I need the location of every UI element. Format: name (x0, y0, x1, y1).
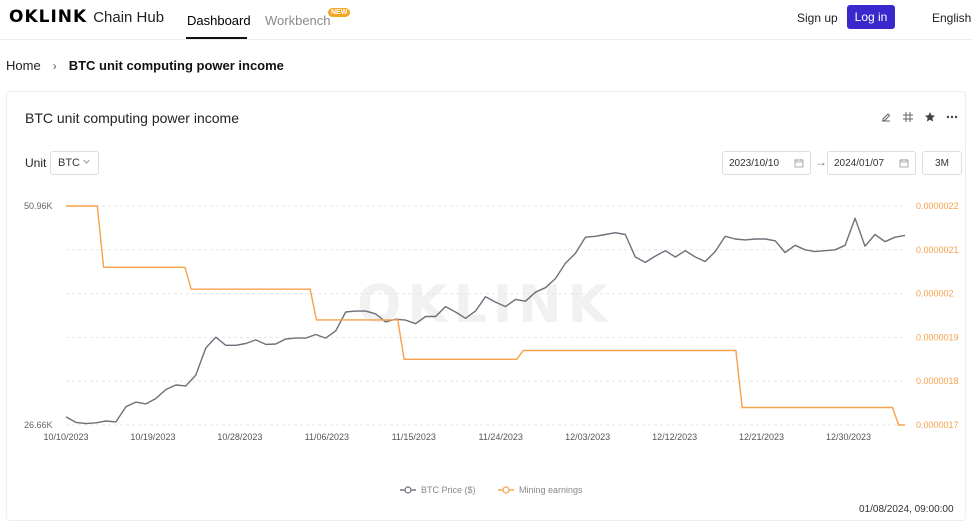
oklink-logo[interactable]: OKLINK Chain Hub (9, 7, 165, 27)
breadcrumb-current: BTC unit computing power income (68, 58, 284, 73)
unit-label: Unit (25, 156, 47, 170)
new-badge: NEW (328, 8, 351, 17)
tab-dashboard[interactable]: Dashboard (187, 13, 251, 28)
logo-product-name: Chain Hub (93, 8, 165, 26)
card-toolbar (880, 111, 958, 123)
language-selector[interactable]: English (932, 11, 972, 25)
edit-icon[interactable] (880, 111, 892, 123)
signup-link[interactable]: Sign up (797, 11, 838, 25)
date-to-value: 2024/01/07 (834, 157, 885, 169)
unit-select[interactable]: BTC (50, 151, 99, 175)
breadcrumb-separator: › (52, 58, 57, 73)
grid-icon[interactable] (902, 111, 914, 123)
chart-title: BTC unit computing power income (25, 110, 239, 126)
range-3m-button[interactable]: 3M (922, 151, 962, 175)
date-from-input[interactable]: 2023/10/10 (722, 151, 811, 175)
date-from-value: 2023/10/10 (729, 157, 780, 169)
more-icon[interactable] (946, 111, 958, 123)
logo-mark: OKLINK (9, 7, 88, 27)
update-timestamp: 01/08/2024, 09:00:00 (859, 504, 954, 515)
breadcrumb-home[interactable]: Home (6, 58, 41, 73)
star-icon[interactable] (924, 111, 936, 123)
date-range-arrow: → (815, 155, 827, 169)
breadcrumb: Home › BTC unit computing power income (6, 58, 284, 73)
login-button[interactable]: Log in (847, 5, 895, 29)
top-navbar: OKLINK Chain Hub Dashboard Workbench NEW… (0, 0, 972, 40)
chevron-down-icon (82, 157, 91, 169)
tab-workbench[interactable]: Workbench (265, 13, 331, 28)
calendar-icon (899, 158, 909, 171)
unit-value: BTC (58, 157, 80, 169)
active-tab-underline (186, 37, 247, 39)
date-to-input[interactable]: 2024/01/07 (827, 151, 916, 175)
calendar-icon (794, 158, 804, 171)
